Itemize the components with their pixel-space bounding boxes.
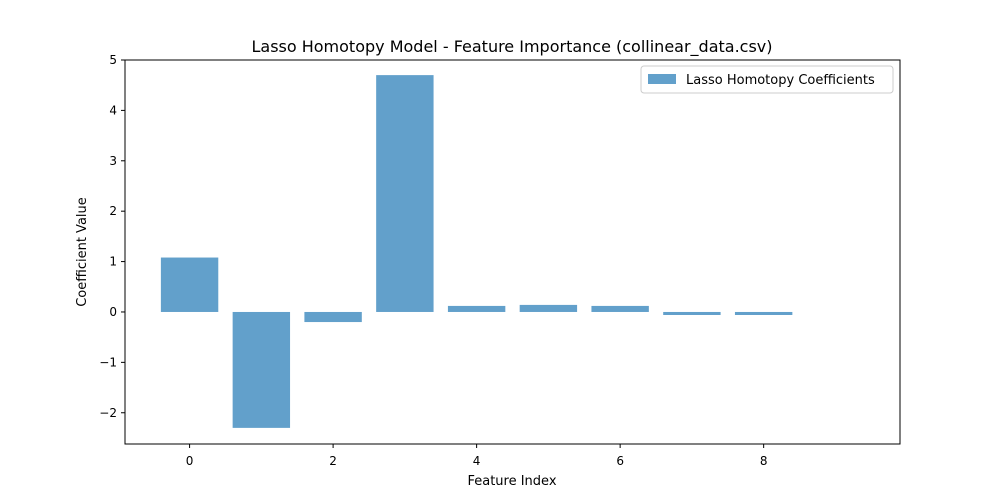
y-tick-label: 1	[109, 255, 117, 269]
y-tick-label: −2	[99, 406, 117, 420]
bar-feature-4	[447, 305, 506, 312]
bar-feature-7	[663, 311, 721, 315]
bar-feature-8	[734, 311, 793, 315]
legend: Lasso Homotopy Coefficients	[640, 65, 894, 94]
bar-feature-0	[160, 257, 219, 312]
x-tick-label: 2	[329, 454, 337, 468]
y-tick-label: −1	[99, 355, 117, 369]
x-axis-label: Feature Index	[467, 474, 556, 489]
x-axis-ticks: 0 2 4 6 8	[186, 444, 768, 468]
bar-feature-1	[232, 311, 291, 428]
bar-feature-3	[376, 75, 434, 312]
y-tick-label: 0	[109, 305, 117, 319]
y-tick-label: 3	[109, 154, 117, 168]
bar-feature-5	[519, 304, 578, 312]
x-tick-label: 6	[616, 454, 624, 468]
legend-frame	[640, 65, 894, 94]
y-tick-label: 2	[109, 204, 117, 218]
y-axis-label: Coefficient Value	[75, 197, 90, 307]
bar-feature-6	[591, 305, 649, 312]
x-tick-label: 8	[760, 454, 768, 468]
x-tick-label: 0	[186, 454, 194, 468]
y-axis-ticks: −2 −1 0 1 2 3 4 5	[99, 53, 125, 420]
bar-feature-2	[304, 311, 362, 323]
chart-title: Lasso Homotopy Model - Feature Importanc…	[251, 37, 772, 57]
x-tick-label: 4	[473, 454, 481, 468]
plot-frame	[124, 59, 901, 445]
bars-group	[160, 75, 793, 428]
y-tick-label: 5	[109, 53, 117, 67]
legend-label: Lasso Homotopy Coefficients	[686, 73, 875, 88]
y-tick-label: 4	[109, 103, 117, 117]
legend-swatch	[648, 74, 676, 84]
